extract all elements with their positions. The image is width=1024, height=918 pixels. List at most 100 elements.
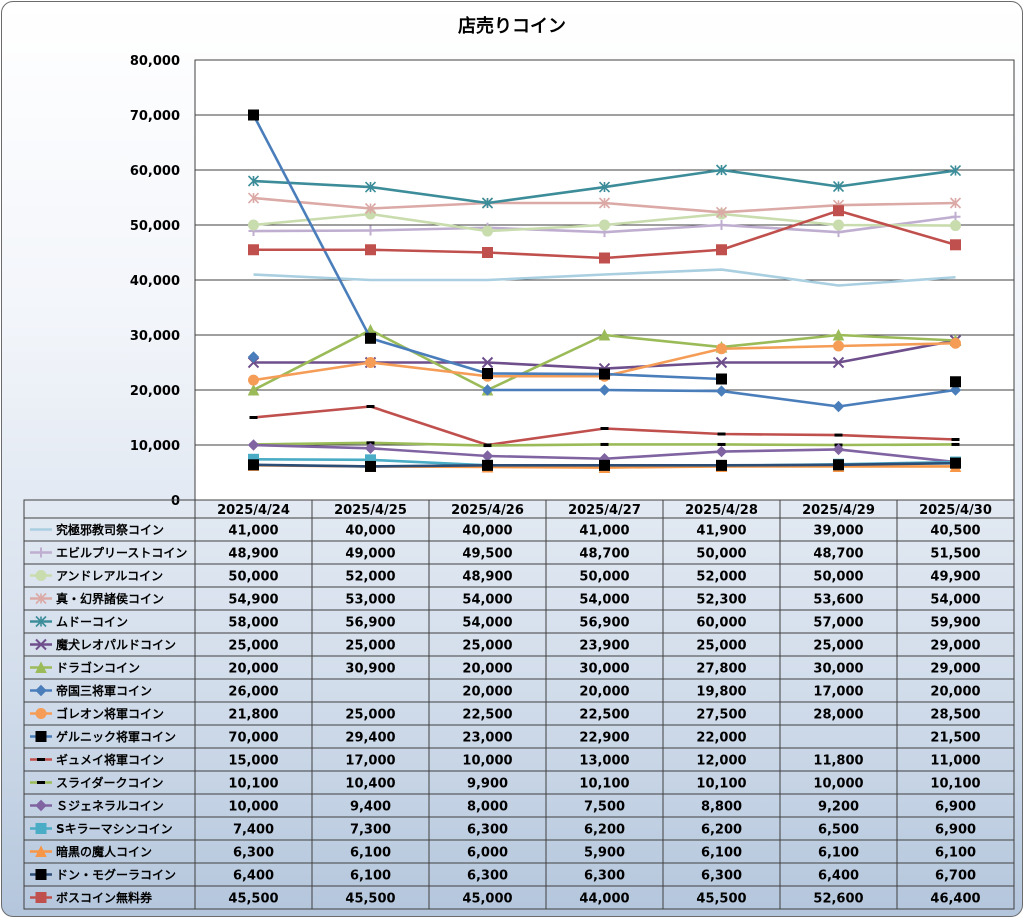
data-point [833,219,844,231]
data-table-cell: 7,400 [233,823,274,838]
data-table-cell: 19,800 [696,685,746,700]
data-point [950,457,961,469]
data-table-cell: 9,900 [467,777,508,792]
data-point [715,356,728,369]
series-name-label: ゴレオン将軍コイン [56,706,164,721]
x-category-label: 2025/4/24 [217,503,290,518]
series-name-label: ゲルニック将軍コイン [56,729,176,744]
data-table-cell: 25,000 [462,639,512,654]
data-table-cell: 6,900 [935,823,976,838]
data-point [951,442,960,446]
x-category-label: 2025/4/25 [334,503,407,518]
data-table-cell: 26,000 [228,685,278,700]
data-table-cell: 50,000 [696,547,746,562]
data-point [247,192,260,204]
data-point [482,225,493,237]
data-point [598,181,611,193]
data-table-cell: 6,200 [701,823,742,838]
data-point [248,244,259,256]
data-point [482,368,493,379]
data-table-cell: 41,000 [228,524,278,539]
x-category-label: 2025/4/29 [802,503,875,518]
data-table-cell: 25,000 [696,639,746,654]
series-name-label: ボスコイン無料券 [56,890,153,905]
data-table-cell: 13,000 [579,754,629,769]
data-point [832,328,845,341]
data-table-cell: 22,500 [462,708,512,723]
data-table-cell: 45,500 [228,892,278,907]
data-point [949,197,962,209]
data-table-cell: 20,000 [462,685,512,700]
data-table-cell: 22,900 [579,731,629,746]
data-point [481,384,494,396]
data-table-cell: 25,000 [813,639,863,654]
data-table-cell: 48,900 [462,570,512,585]
data-point [949,164,962,177]
data-table-cell: 53,600 [813,593,863,608]
series-name-label: ドラゴンコイン [56,660,140,675]
data-point [248,109,259,121]
data-table-cell: 30,000 [813,662,863,677]
data-point [600,442,609,446]
data-table-cell: 25,000 [345,639,395,654]
data-point [365,244,376,256]
data-table-cell: 6,900 [935,800,976,815]
series-name-label: 暗黒の魔人コイン [56,844,152,859]
data-point [35,823,47,834]
data-table-cell: 6,100 [935,846,976,861]
data-table-cell: 40,000 [462,524,512,539]
data-table-cell: 29,000 [930,639,980,654]
data-table-cell: 21,500 [930,731,980,746]
data-point [35,892,47,903]
series-name-label: 真・幻界諸侯コイン [56,591,164,606]
data-point [715,385,728,397]
data-table-cell: 54,000 [462,593,512,608]
data-point [949,384,962,396]
data-table-cell: 27,500 [696,708,746,723]
data-point [598,328,611,341]
data-table-cell: 49,000 [345,547,395,562]
y-tick-label: 10,000 [130,439,180,454]
data-table-cell: 21,800 [228,708,278,723]
data-table-cell: 45,500 [345,892,395,907]
data-point [36,547,46,558]
data-point [35,592,47,605]
data-point [35,615,47,628]
data-table-cell: 6,300 [467,869,508,884]
data-point [247,175,260,187]
series-name-label: 魔犬レオパルドコイン [56,637,176,652]
data-point [247,383,260,396]
data-table-cell: 70,000 [228,731,278,746]
data-table-cell: 7,300 [350,823,391,838]
series-name-label: エビルプリーストコイン [56,545,187,560]
data-point [247,351,260,363]
data-point [950,220,961,232]
data-point [366,405,375,408]
series-name-label: Ｓジェネラルコイン [56,799,164,813]
series-name-label: スライダークコイン [56,775,164,790]
data-point [35,799,47,812]
data-table-cell: 6,400 [818,869,859,884]
data-point [35,638,47,651]
series-line [247,351,962,413]
data-table-cell: 6,000 [467,846,508,861]
data-point [364,181,377,193]
data-point [599,219,610,231]
data-point [599,252,610,264]
data-table-cell: 10,100 [579,777,629,792]
data-table-cell: 11,800 [813,754,863,769]
data-point [248,459,259,471]
y-tick-label: 70,000 [130,109,180,124]
data-table-cell: 6,500 [818,823,859,838]
data-point [715,445,728,458]
series-line [248,457,961,472]
data-table-cell: 6,300 [467,823,508,838]
data-point [481,356,494,369]
data-table-cell: 59,900 [930,616,980,631]
data-point [365,332,376,344]
data-table-cell: 10,100 [228,777,278,792]
series-name-label: ギュメイ将軍コイン [56,752,164,767]
data-table-cell: 22,500 [579,708,629,723]
data-table-cell: 48,700 [579,547,629,562]
data-point [717,442,726,446]
